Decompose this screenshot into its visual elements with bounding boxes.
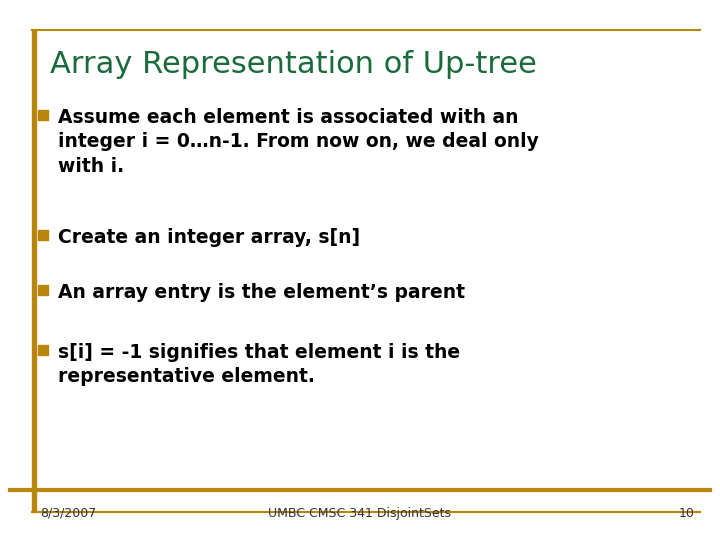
- Bar: [38, 230, 48, 240]
- Text: UMBC CMSC 341 DisjointSets: UMBC CMSC 341 DisjointSets: [269, 507, 451, 520]
- Text: Create an integer array, s[n]: Create an integer array, s[n]: [58, 228, 360, 247]
- Bar: [38, 345, 48, 355]
- Text: 8/3/2007: 8/3/2007: [40, 507, 96, 520]
- Bar: [32, 30, 36, 512]
- Text: 10: 10: [679, 507, 695, 520]
- Bar: [38, 285, 48, 295]
- Text: Array Representation of Up-tree: Array Representation of Up-tree: [50, 50, 537, 79]
- Text: Assume each element is associated with an
integer i = 0…n-1. From now on, we dea: Assume each element is associated with a…: [58, 108, 539, 176]
- Text: An array entry is the element’s parent: An array entry is the element’s parent: [58, 283, 465, 302]
- Bar: [38, 110, 48, 120]
- Text: s[i] = -1 signifies that element i is the
representative element.: s[i] = -1 signifies that element i is th…: [58, 343, 460, 386]
